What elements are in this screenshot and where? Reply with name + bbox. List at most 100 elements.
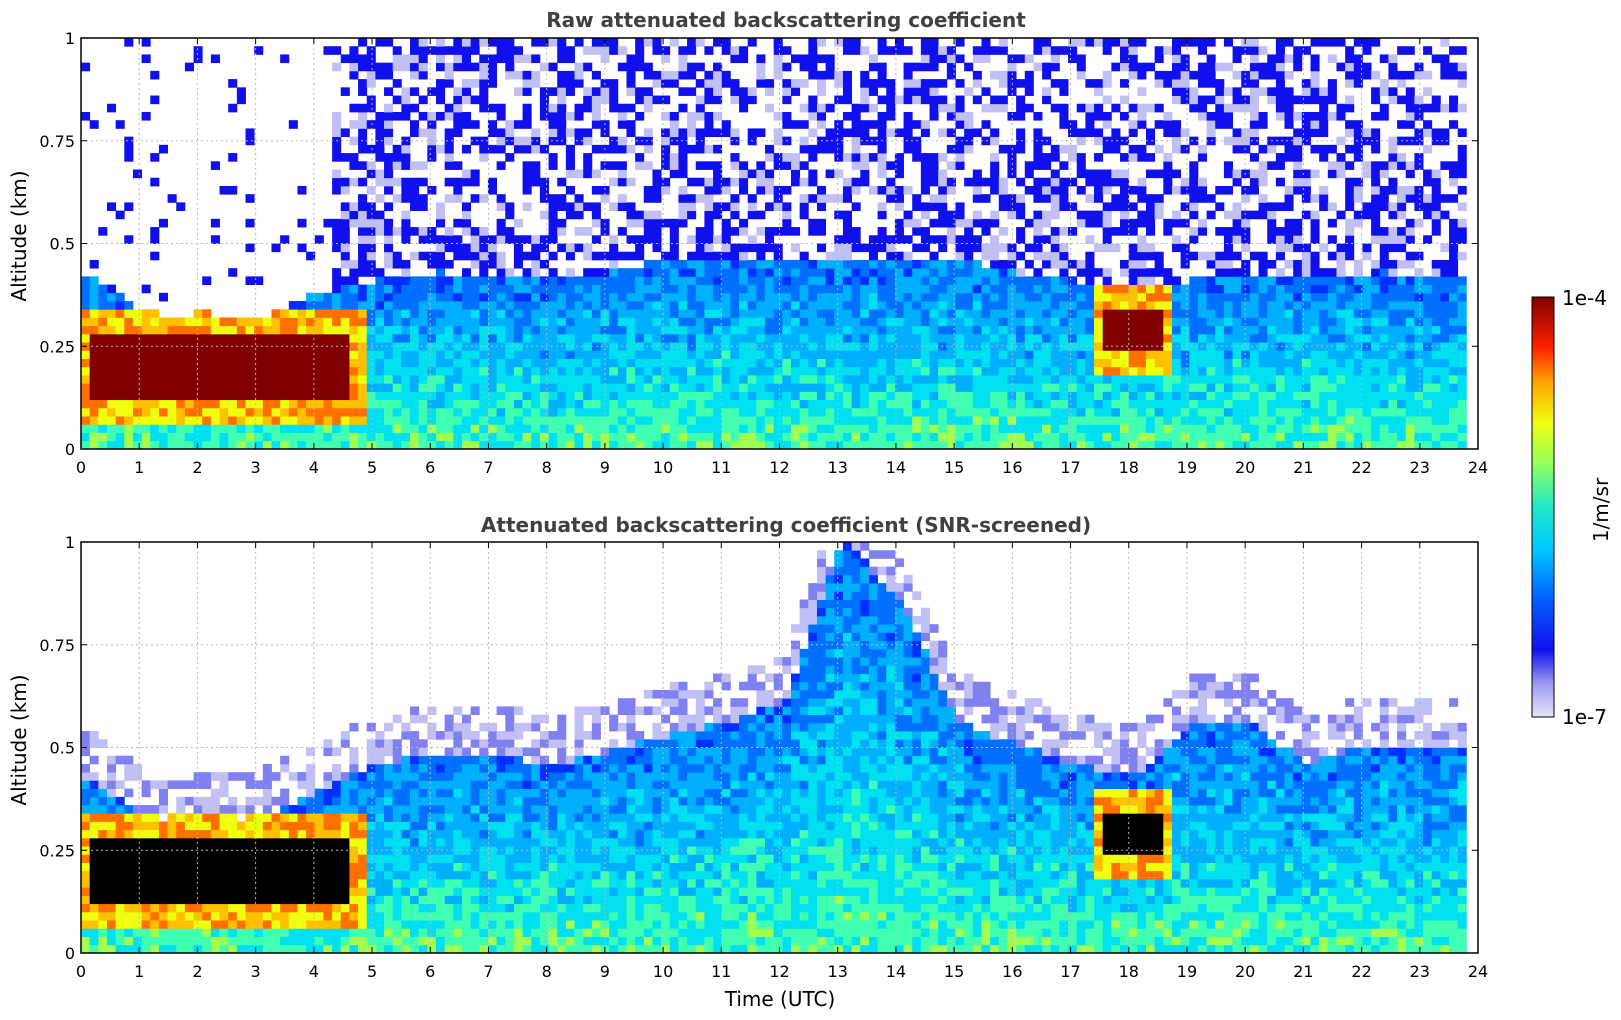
- heatmap-cell: [600, 268, 610, 277]
- heatmap-cell: [349, 375, 359, 384]
- heatmap-cell: [1120, 111, 1130, 121]
- heatmap-cell: [340, 87, 350, 96]
- heatmap-cell: [661, 46, 671, 55]
- heatmap-cell: [418, 177, 428, 187]
- heatmap-cell: [929, 399, 939, 409]
- heatmap-cell: [236, 87, 246, 96]
- heatmap-cell: [1293, 153, 1303, 162]
- heatmap-cell: [470, 424, 480, 433]
- heatmap-cell: [410, 103, 420, 113]
- heatmap-cell: [366, 218, 376, 228]
- heatmap-cell: [903, 424, 913, 433]
- heatmap-cell: [427, 399, 437, 409]
- heatmap-cell: [1275, 251, 1285, 261]
- heatmap-cell: [1111, 358, 1121, 368]
- heatmap-cell: [1232, 128, 1242, 138]
- heatmap-cell: [652, 292, 662, 302]
- heatmap-cell: [1223, 399, 1233, 409]
- heatmap-cell: [964, 399, 974, 409]
- heatmap-cell: [825, 350, 835, 359]
- heatmap-cell: [106, 333, 117, 343]
- heatmap-cell: [678, 153, 688, 162]
- heatmap-cell: [1120, 62, 1130, 72]
- heatmap-cell: [591, 218, 601, 228]
- heatmap-cell: [1215, 391, 1225, 401]
- heatmap-cell: [98, 432, 108, 442]
- heatmap-cell: [531, 325, 541, 335]
- heatmap-cell: [998, 350, 1008, 359]
- heatmap-cell: [643, 383, 653, 392]
- heatmap-cell: [678, 325, 688, 335]
- heatmap-cell: [340, 309, 350, 318]
- heatmap-cell: [1128, 391, 1138, 401]
- heatmap-cell: [1206, 120, 1216, 129]
- heatmap-cell: [808, 383, 818, 392]
- heatmap-cell: [1094, 292, 1104, 302]
- heatmap-cell: [981, 325, 991, 335]
- heatmap-cell: [808, 95, 818, 105]
- heatmap-cell: [548, 391, 558, 401]
- heatmap-cell: [366, 350, 376, 359]
- heatmap-cell: [366, 317, 376, 327]
- heatmap-cell: [851, 416, 861, 425]
- heatmap-cell: [1102, 432, 1112, 442]
- heatmap-cell: [332, 366, 342, 376]
- heatmap-cell: [1050, 375, 1060, 384]
- heatmap-cell: [375, 375, 385, 384]
- heatmap-cell: [773, 333, 783, 343]
- heatmap-cell: [271, 391, 281, 401]
- heatmap-cell: [436, 251, 446, 261]
- heatmap-cell: [487, 128, 498, 138]
- heatmap-cell: [773, 366, 783, 376]
- heatmap-cell: [1319, 407, 1329, 417]
- heatmap-cell: [661, 424, 671, 433]
- heatmap-cell: [816, 268, 827, 277]
- heatmap-cell: [513, 235, 523, 244]
- heatmap-cell: [912, 79, 922, 88]
- heatmap-cell: [721, 202, 731, 212]
- heatmap-cell: [202, 407, 212, 417]
- heatmap-cell: [1068, 276, 1078, 285]
- heatmap-cell: [730, 79, 740, 88]
- heatmap-cell: [1241, 350, 1251, 359]
- heatmap-cell: [1275, 177, 1285, 187]
- heatmap-cell: [912, 243, 922, 253]
- heatmap-cell: [609, 284, 619, 294]
- heatmap-cell: [513, 87, 523, 96]
- heatmap-cell: [401, 111, 411, 121]
- heatmap-cell: [816, 309, 827, 318]
- heatmap-cell: [635, 136, 645, 146]
- heatmap-cell: [912, 440, 922, 450]
- heatmap-cell: [652, 218, 662, 228]
- heatmap-cell: [81, 333, 91, 343]
- heatmap-cell: [1293, 259, 1303, 269]
- heatmap-cell: [1223, 301, 1233, 310]
- heatmap-cell: [851, 46, 861, 55]
- heatmap-cell: [1076, 416, 1086, 425]
- heatmap-cell: [643, 136, 653, 146]
- heatmap-cell: [548, 153, 558, 162]
- heatmap-cell: [565, 424, 575, 433]
- heatmap-cell: [1267, 333, 1277, 343]
- heatmap-cell: [332, 301, 342, 310]
- heatmap-cell: [1137, 366, 1147, 376]
- heatmap-cell: [773, 38, 783, 47]
- heatmap-cell: [981, 87, 991, 96]
- heatmap-cell: [496, 161, 506, 170]
- heatmap-cell: [1059, 259, 1069, 269]
- heatmap-cell: [1301, 366, 1311, 376]
- heatmap-cell: [868, 342, 878, 351]
- heatmap-cell: [920, 153, 930, 162]
- heatmap-cell: [747, 325, 757, 335]
- heatmap-cell: [1042, 424, 1052, 433]
- heatmap-cell: [920, 407, 930, 417]
- heatmap-cell: [1180, 309, 1190, 318]
- heatmap-cell: [929, 301, 939, 310]
- heatmap-cell: [946, 366, 956, 376]
- heatmap-cell: [271, 375, 281, 384]
- heatmap-cell: [643, 38, 653, 47]
- heatmap-cell: [1111, 366, 1121, 376]
- heatmap-cell: [661, 177, 671, 187]
- heatmap-cell: [964, 62, 974, 72]
- heatmap-cell: [955, 399, 965, 409]
